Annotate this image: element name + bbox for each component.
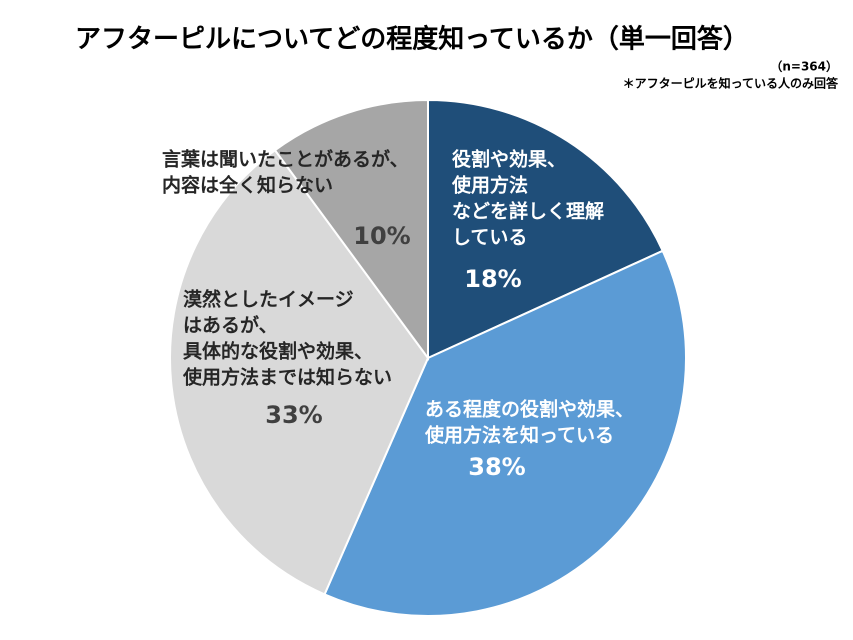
category-label: 言葉は聞いたことがあるが、 bbox=[162, 148, 409, 171]
pie-slice bbox=[427, 98, 665, 360]
value-label: 33% bbox=[265, 401, 322, 429]
category-label: している bbox=[452, 227, 527, 249]
chart-title: アフターピルについてどの程度知っているか（単一回答） bbox=[75, 24, 749, 55]
value-label: 38% bbox=[468, 453, 525, 481]
category-label: 使用方法を知っている bbox=[424, 424, 614, 447]
category-label: 内容は全く知らない bbox=[162, 174, 333, 197]
category-label: はあるが、 bbox=[183, 314, 278, 337]
value-label: 18% bbox=[464, 265, 521, 293]
category-label: 漠然としたイメージ bbox=[183, 288, 354, 311]
category-label: 具体的な役割や効果、 bbox=[183, 340, 373, 363]
pie-slice bbox=[273, 98, 429, 362]
sample-size: （n=364） bbox=[770, 59, 838, 74]
pie-slice bbox=[169, 148, 430, 596]
category-label: ある程度の役割や効果、 bbox=[425, 398, 634, 421]
category-label: などを詳しく理解 bbox=[452, 200, 604, 223]
category-label: 使用方法 bbox=[451, 174, 528, 197]
value-label: 10% bbox=[353, 222, 410, 250]
pie-slice bbox=[323, 249, 687, 617]
note: ＊アフターピルを知っている人のみ回答 bbox=[623, 76, 839, 91]
category-label: 使用方法までは知らない bbox=[182, 366, 392, 389]
category-label: 役割や効果、 bbox=[452, 148, 566, 171]
